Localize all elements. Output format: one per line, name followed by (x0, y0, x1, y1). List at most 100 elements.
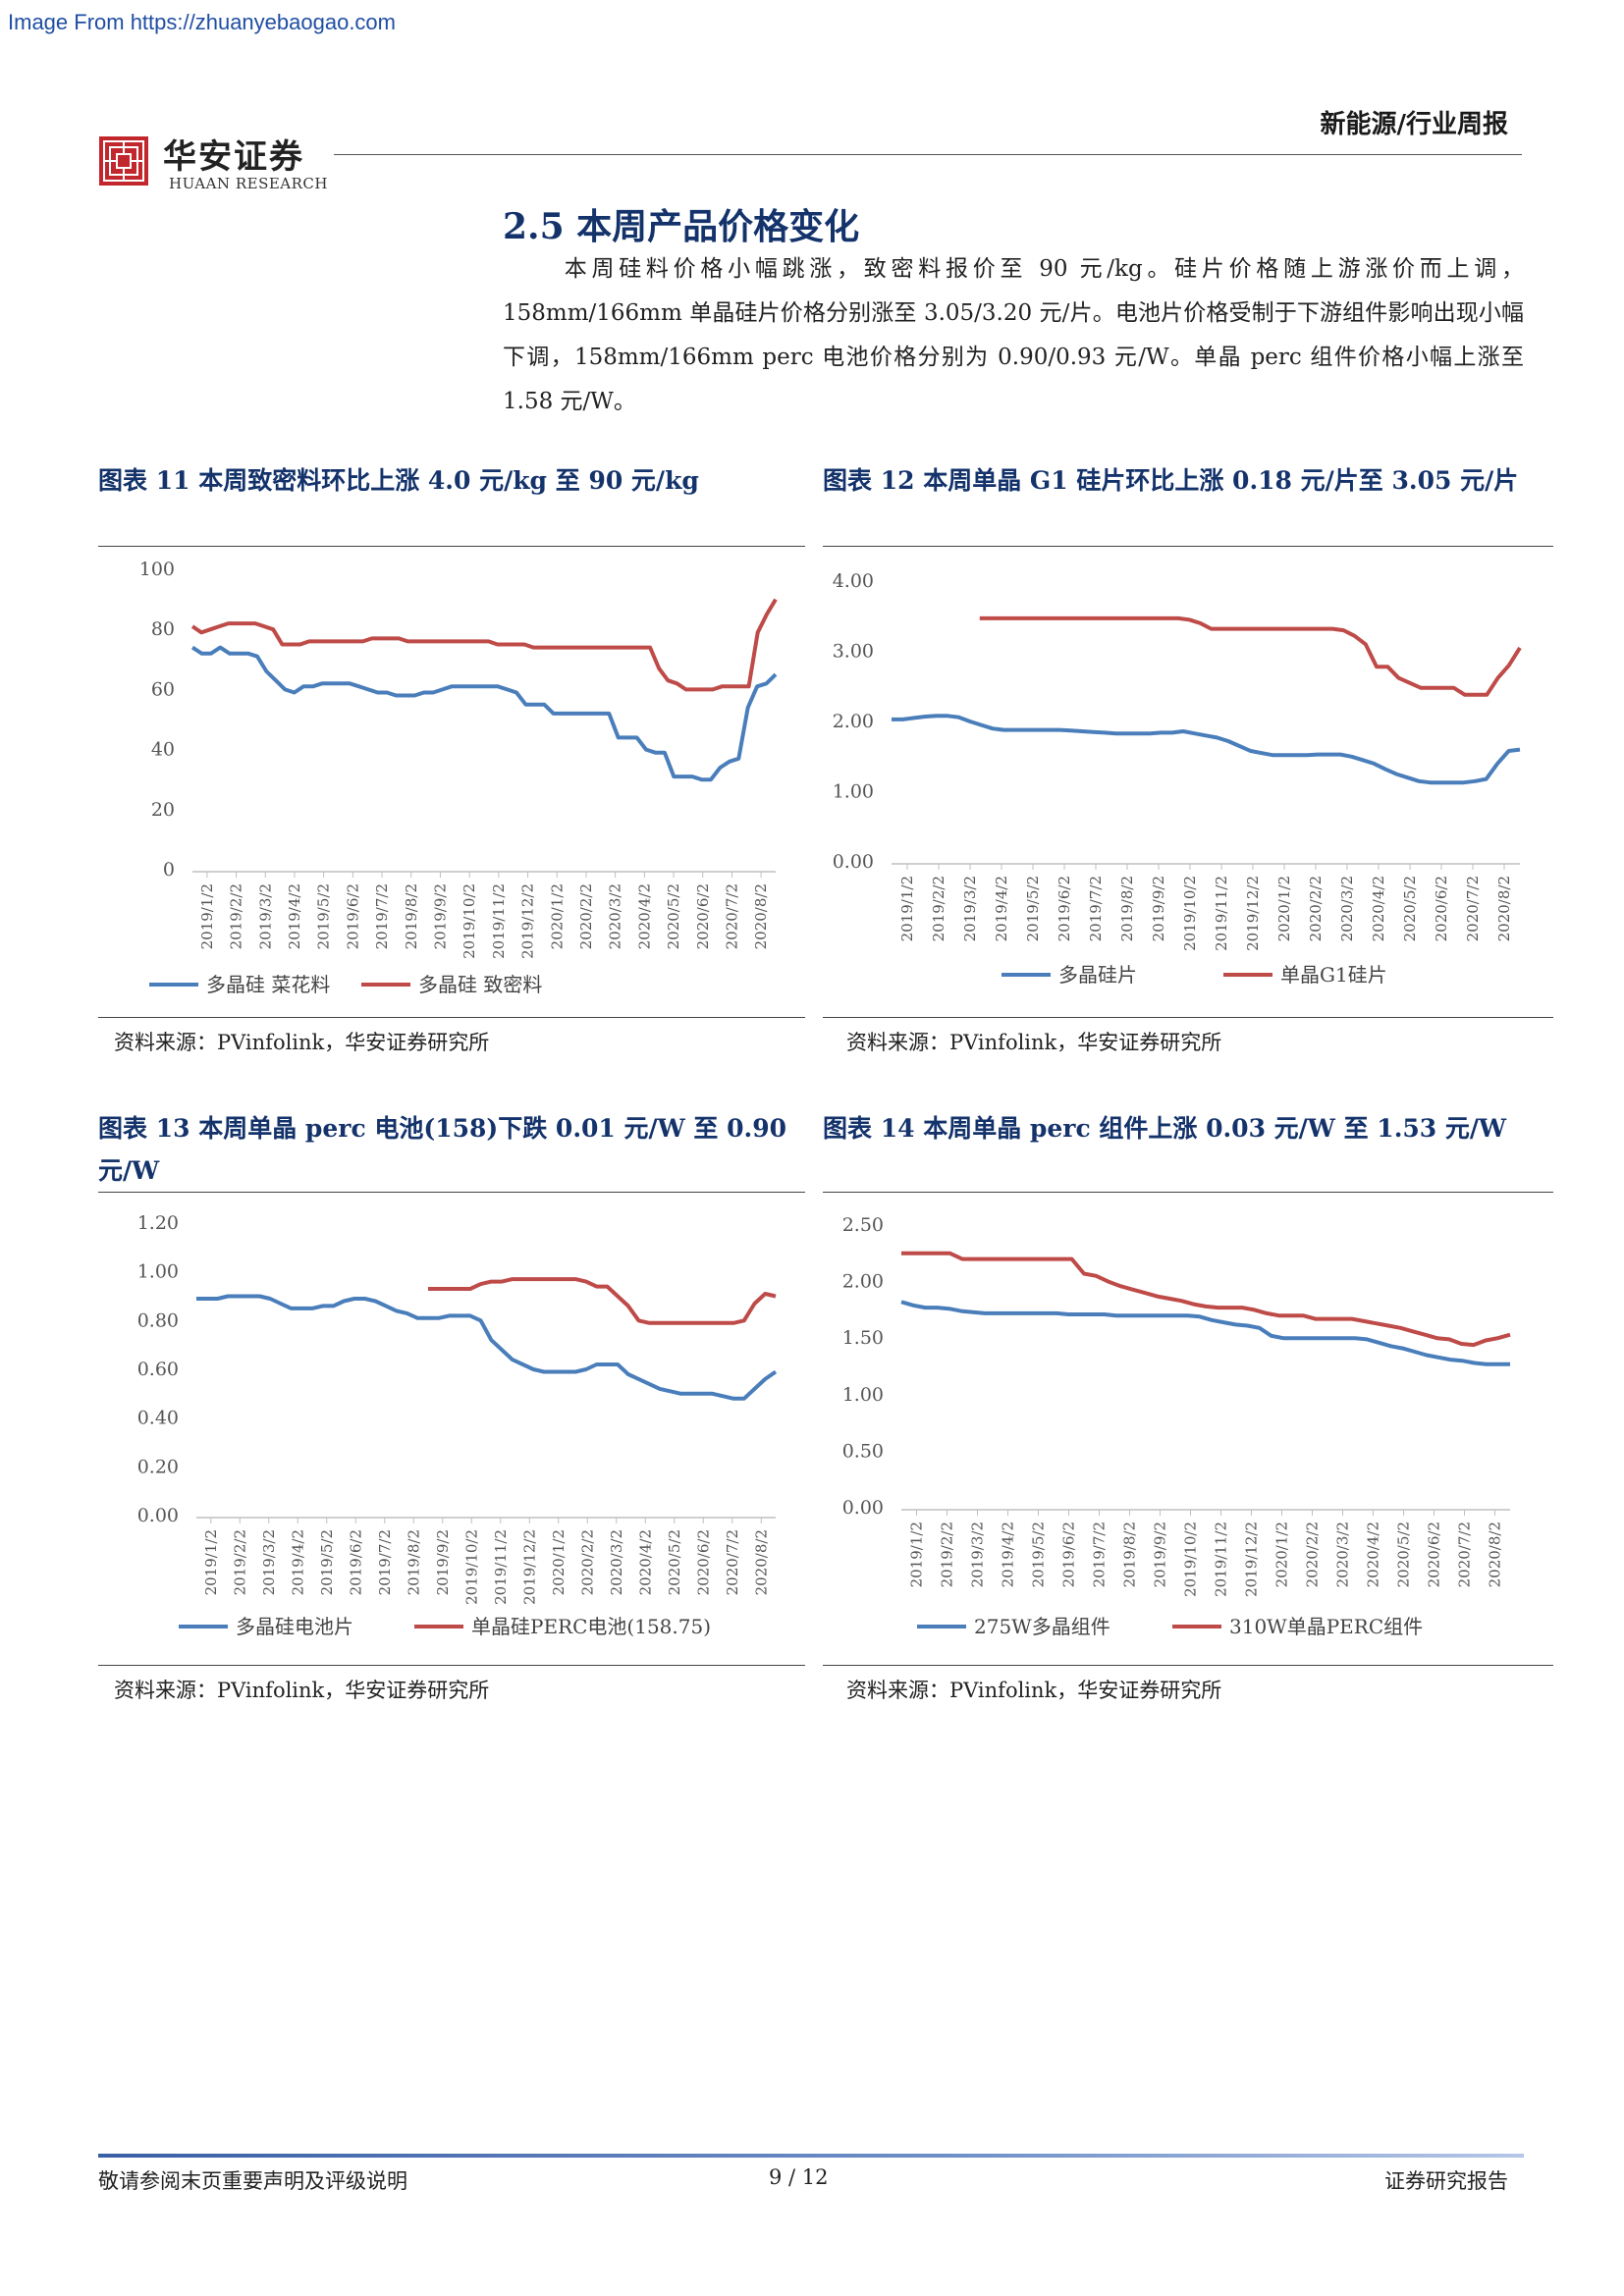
x-tick-label: 2019/10/2 (1181, 876, 1199, 951)
figure-13-top-rule (98, 1192, 805, 1193)
y-tick-label: 60 (151, 678, 175, 700)
watermark-text: Image From https://zhuanyebaogao.com (8, 10, 396, 34)
y-tick-label: 1.00 (833, 781, 874, 803)
y-tick-label: 1.00 (137, 1261, 179, 1283)
x-tick-label: 2020/7/2 (1464, 876, 1482, 941)
y-tick-label: 0.00 (833, 851, 874, 873)
x-tick-label: 2019/6/2 (1060, 1522, 1078, 1587)
x-tick-label: 2019/11/2 (492, 1529, 510, 1605)
x-tick-label: 2019/5/2 (318, 1529, 336, 1595)
figure-11-bottom-rule (98, 1017, 805, 1018)
x-tick-label: 2019/4/2 (289, 1529, 306, 1595)
brand-name-cn: 华安证券 (163, 137, 304, 177)
x-tick-label: 2019/4/2 (286, 883, 303, 949)
section-title: 2.5 本周产品价格变化 (503, 206, 860, 247)
x-tick-label: 2020/6/2 (694, 883, 712, 949)
x-tick-label: 2019/10/2 (460, 883, 478, 959)
y-tick-label: 80 (151, 618, 175, 640)
series-line-2 (979, 615, 1522, 697)
legend-label: 单晶G1硅片 (1280, 963, 1387, 987)
x-tick-label: 2020/6/2 (1433, 876, 1450, 941)
x-tick-label: 2019/5/2 (1030, 1522, 1048, 1587)
x-tick-label: 2019/10/2 (1182, 1522, 1200, 1597)
brand-name-en: HUAAN RESEARCH (169, 175, 328, 192)
legend-label: 多晶硅片 (1058, 963, 1137, 987)
series-line-1 (196, 1294, 778, 1401)
figure-14-title: 图表 14 本周单晶 perc 组件上涨 0.03 元/W 至 1.53 元/W (823, 1114, 1507, 1143)
footer-report-type: 证券研究报告 (1384, 2169, 1508, 2193)
report-category: 新能源/行业周报 (1320, 110, 1509, 139)
x-tick-label: 2019/10/2 (462, 1529, 480, 1605)
y-tick-label: 0.40 (137, 1408, 179, 1429)
chart-11: 100 80 60 40 20 0 2019/1/2 2019/2/2 2019/3/2 2019… (139, 559, 778, 996)
legend-label: 275W多晶组件 (974, 1615, 1110, 1638)
x-tick-label: 2019/2/2 (930, 876, 947, 941)
x-tick-label: 2019/5/2 (315, 883, 333, 949)
x-tick-label: 2020/3/2 (607, 883, 624, 949)
x-tick-label: 2019/7/2 (1091, 1522, 1109, 1587)
x-tick-label: 2019/7/2 (1087, 876, 1105, 941)
x-tick-label: 2020/2/2 (1307, 876, 1325, 941)
series-line-2 (428, 1277, 777, 1325)
x-tick-label: 2019/12/2 (519, 883, 537, 959)
x-tick-label: 2020/5/2 (1395, 1522, 1413, 1587)
legend-label: 310W单晶PERC组件 (1229, 1615, 1423, 1638)
x-tick-label: 2019/8/2 (403, 883, 420, 949)
x-tick-label: 2020/8/2 (1495, 876, 1513, 941)
x-tick-label: 2019/8/2 (1118, 876, 1136, 941)
x-tick-label: 2019/6/2 (1056, 876, 1073, 941)
series-line-2 (190, 598, 778, 692)
x-tick-label: 2020/4/2 (1365, 1522, 1382, 1587)
series-line-2 (901, 1251, 1511, 1348)
x-tick-label: 2020/7/2 (723, 883, 740, 949)
x-tick-label: 2019/2/2 (231, 1529, 248, 1595)
y-tick-label: 100 (139, 559, 175, 580)
figure-13-title: 图表 13 本周单晶 perc 电池(158)下跌 0.01 元/W 至 0.9… (98, 1114, 787, 1185)
x-tick-label: 2019/5/2 (1024, 876, 1042, 941)
header-divider (334, 154, 1522, 155)
legend-label: 多晶硅 菜花料 (206, 973, 330, 996)
x-tick-label: 2019/2/2 (228, 883, 245, 949)
section-paragraph: 本周硅料价格小幅跳涨，致密料报价至 90 元/kg。硅片价格随上游涨价而上调，1… (503, 247, 1524, 424)
x-tick-label: 2019/3/2 (260, 1529, 278, 1595)
figure-14-bottom-rule (823, 1665, 1553, 1666)
chart-12: 4.00 3.00 2.00 1.00 0.00 2019/1/2 2019/2/2 2019… (833, 570, 1522, 987)
chart-14: 2.50 2.00 1.50 1.00 0.50 0.00 2019/1/2 2019/2/2… (842, 1214, 1511, 1638)
y-tick-label: 20 (151, 799, 175, 821)
figure-14-source: 资料来源：PVinfolink，华安证券研究所 (846, 1679, 1222, 1702)
figure-12-bottom-rule (823, 1017, 1553, 1018)
figure-13-source: 资料来源：PVinfolink，华安证券研究所 (114, 1679, 490, 1702)
x-tick-label: 2020/6/2 (694, 1529, 712, 1595)
y-tick-label: 2.50 (842, 1214, 884, 1236)
figure-12-top-rule (823, 546, 1553, 547)
y-tick-label: 0.80 (137, 1309, 179, 1331)
y-tick-label: 1.00 (842, 1384, 884, 1406)
x-tick-label: 2020/3/2 (608, 1529, 625, 1595)
series-line-1 (900, 1300, 1510, 1366)
figure-14-top-rule (823, 1192, 1553, 1193)
figure-11-title: 图表 11 本周致密料环比上涨 4.0 元/kg 至 90 元/kg (98, 466, 699, 495)
x-tick-label: 2020/4/2 (635, 883, 653, 949)
x-tick-label: 2019/9/2 (1152, 1522, 1169, 1587)
figure-11-source: 资料来源：PVinfolink，华安证券研究所 (114, 1031, 490, 1054)
x-tick-label: 2020/3/2 (1334, 1522, 1352, 1587)
x-tick-label: 2019/1/2 (908, 1522, 926, 1587)
y-tick-label: 0.00 (137, 1505, 179, 1526)
x-tick-label: 2019/11/2 (1213, 876, 1230, 951)
x-tick-label: 2020/8/2 (1487, 1522, 1504, 1587)
x-tick-label: 2020/5/2 (1401, 876, 1419, 941)
y-tick-label: 0.00 (842, 1497, 884, 1519)
x-tick-label: 2020/1/2 (1273, 1522, 1291, 1587)
y-tick-label: 0.50 (842, 1440, 884, 1462)
y-tick-label: 1.20 (137, 1212, 179, 1234)
y-tick-label: 0 (163, 859, 175, 881)
legend-label: 多晶硅 致密料 (418, 973, 542, 996)
y-tick-label: 1.50 (842, 1327, 884, 1349)
x-tick-label: 2019/1/2 (898, 876, 916, 941)
x-tick-label: 2019/8/2 (405, 1529, 422, 1595)
legend-label: 单晶硅PERC电池(158.75) (471, 1615, 711, 1638)
y-tick-label: 4.00 (833, 570, 874, 592)
x-tick-label: 2019/11/2 (1213, 1522, 1230, 1597)
y-tick-label: 0.60 (137, 1359, 179, 1380)
x-tick-label: 2019/9/2 (434, 1529, 452, 1595)
